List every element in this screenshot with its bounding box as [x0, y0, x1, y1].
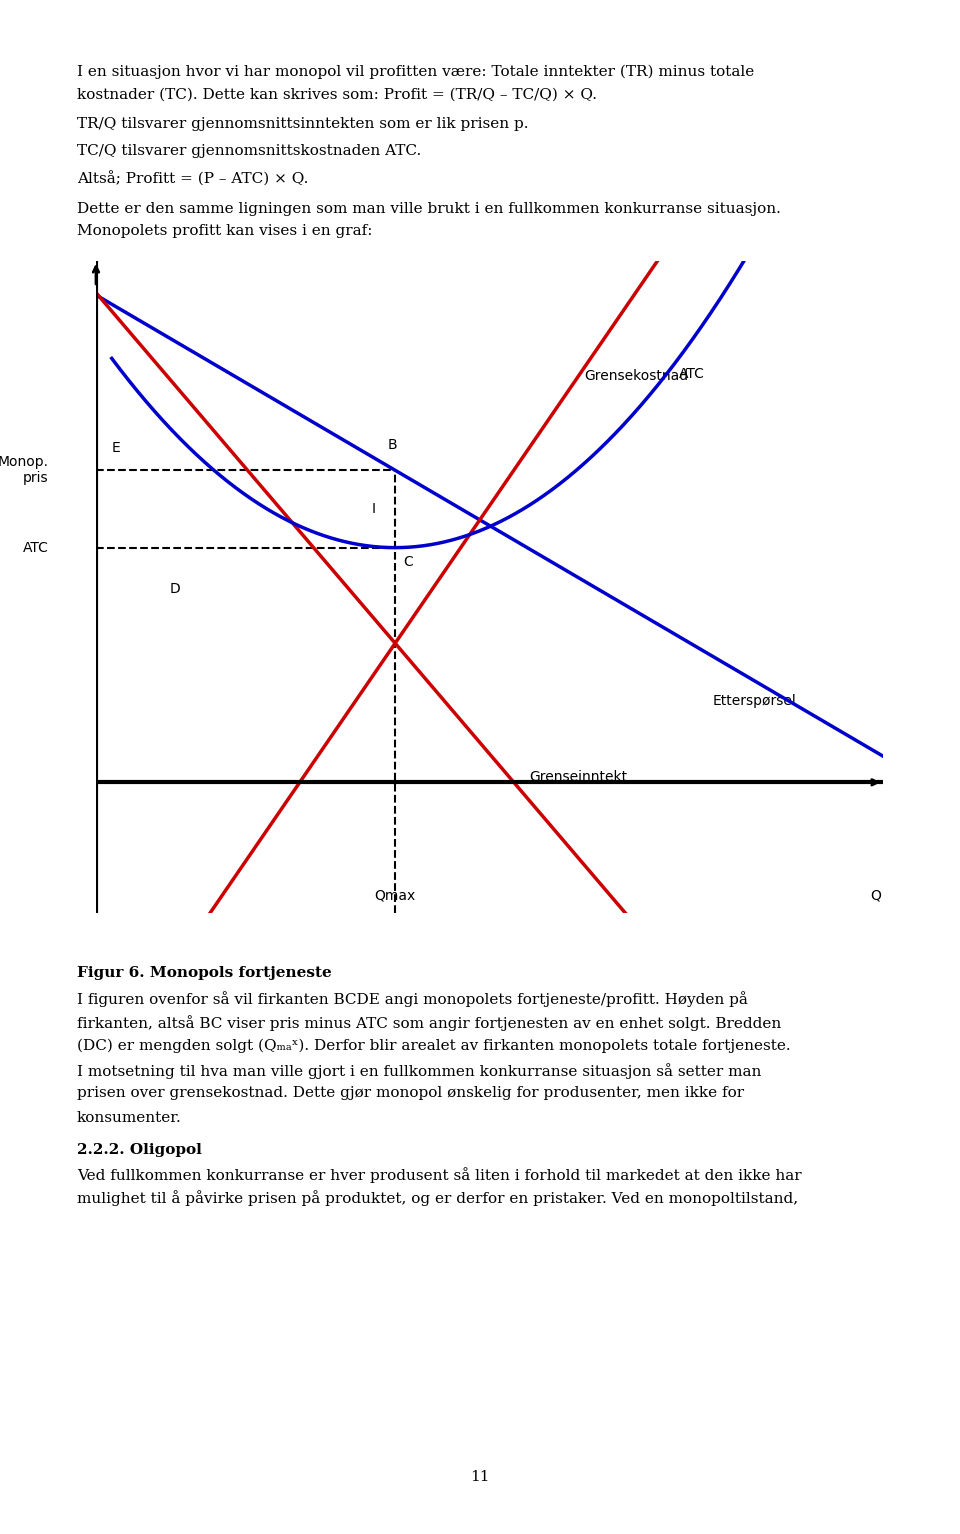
- Text: mulighet til å påvirke prisen på produktet, og er derfor en pristaker. Ved en mo: mulighet til å påvirke prisen på produkt…: [77, 1190, 798, 1206]
- Text: TR/Q tilsvarer gjennomsnittsinntekten som er lik prisen p.: TR/Q tilsvarer gjennomsnittsinntekten so…: [77, 117, 528, 130]
- Text: I motsetning til hva man ville gjort i en fullkommen konkurranse situasjon så se: I motsetning til hva man ville gjort i e…: [77, 1063, 761, 1078]
- Text: E: E: [111, 440, 120, 454]
- Text: Grenseinntekt: Grenseinntekt: [529, 770, 627, 784]
- Text: B: B: [387, 439, 396, 453]
- Text: I: I: [372, 502, 375, 515]
- Text: Etterspørsel: Etterspørsel: [713, 693, 797, 707]
- Text: (DC) er mengden solgt (Qₘₐˣ). Derfor blir arealet av firkanten monopolets totale: (DC) er mengden solgt (Qₘₐˣ). Derfor bli…: [77, 1039, 790, 1052]
- Text: C: C: [403, 555, 413, 569]
- Text: 11: 11: [470, 1470, 490, 1483]
- Text: I figuren ovenfor så vil firkanten BCDE angi monopolets fortjeneste/profitt. Høy: I figuren ovenfor så vil firkanten BCDE …: [77, 991, 748, 1006]
- Text: konsumenter.: konsumenter.: [77, 1111, 181, 1124]
- Text: Qmax: Qmax: [374, 888, 416, 902]
- Text: Grensekostnad: Grensekostnad: [584, 370, 688, 384]
- Text: prisen over grensekostnad. Dette gjør monopol ønskelig for produsenter, men ikke: prisen over grensekostnad. Dette gjør mo…: [77, 1086, 744, 1100]
- Text: ATC: ATC: [679, 367, 705, 380]
- Text: Figur 6. Monopols fortjeneste: Figur 6. Monopols fortjeneste: [77, 966, 331, 980]
- Text: Q: Q: [870, 888, 880, 902]
- Text: Dette er den samme ligningen som man ville brukt i en fullkommen konkurranse sit: Dette er den samme ligningen som man vil…: [77, 202, 780, 216]
- Text: kostnader (TC). Dette kan skrives som: Profit = (TR/Q – TC/Q) × Q.: kostnader (TC). Dette kan skrives som: P…: [77, 87, 597, 101]
- Text: Ved fullkommen konkurranse er hver produsent så liten i forhold til markedet at : Ved fullkommen konkurranse er hver produ…: [77, 1167, 802, 1183]
- Text: D: D: [169, 583, 180, 597]
- Text: firkanten, altså BC viser pris minus ATC som angir fortjenesten av en enhet solg: firkanten, altså BC viser pris minus ATC…: [77, 1016, 781, 1031]
- Text: Altså; Profitt = (P – ATC) × Q.: Altså; Profitt = (P – ATC) × Q.: [77, 172, 308, 187]
- Text: Monopolets profitt kan vises i en graf:: Monopolets profitt kan vises i en graf:: [77, 224, 372, 238]
- Text: ATC: ATC: [23, 540, 49, 555]
- Text: 2.2.2. Oligopol: 2.2.2. Oligopol: [77, 1143, 202, 1157]
- Text: Monop.
pris: Monop. pris: [0, 456, 49, 485]
- Text: I en situasjon hvor vi har monopol vil profitten være: Totale inntekter (TR) min: I en situasjon hvor vi har monopol vil p…: [77, 64, 754, 78]
- Text: TC/Q tilsvarer gjennomsnittskostnaden ATC.: TC/Q tilsvarer gjennomsnittskostnaden AT…: [77, 144, 421, 158]
